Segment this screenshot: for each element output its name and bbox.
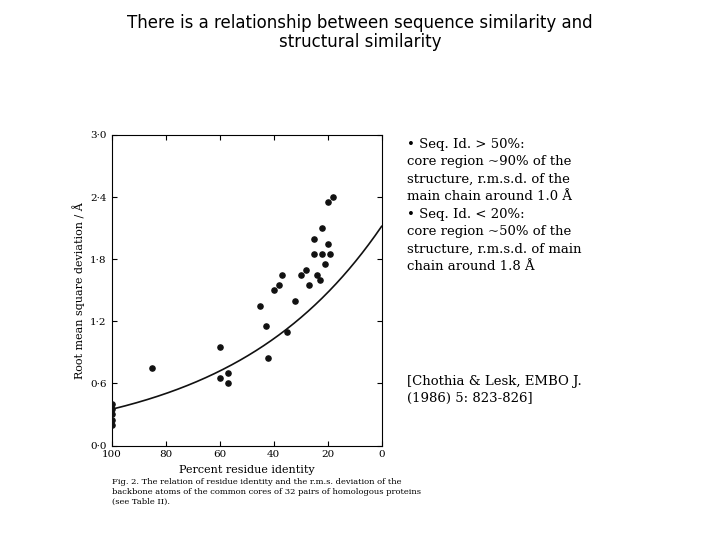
Point: [319, 260, 330, 269]
Point: [327, 193, 339, 201]
Point: [106, 405, 117, 414]
Point: [303, 281, 315, 289]
Point: [222, 379, 233, 388]
Point: [322, 239, 333, 248]
Point: [308, 249, 320, 258]
Point: [317, 249, 328, 258]
Point: [214, 374, 225, 382]
Point: [308, 234, 320, 243]
Point: [214, 343, 225, 352]
Point: [274, 281, 285, 289]
Point: [106, 415, 117, 424]
Point: [317, 224, 328, 232]
Point: [282, 327, 293, 336]
X-axis label: Percent residue identity: Percent residue identity: [179, 465, 315, 475]
Point: [106, 400, 117, 408]
Point: [260, 322, 271, 331]
Point: [295, 271, 307, 279]
Text: There is a relationship between sequence similarity and: There is a relationship between sequence…: [127, 14, 593, 31]
Point: [222, 369, 233, 377]
Y-axis label: Root mean square deviation / Å: Root mean square deviation / Å: [72, 202, 85, 379]
Point: [254, 301, 266, 310]
Point: [263, 353, 274, 362]
Point: [314, 275, 325, 284]
Point: [106, 410, 117, 419]
Text: • Seq. Id. > 50%:
core region ~90% of the
structure, r.m.s.d. of the
main chain : • Seq. Id. > 50%: core region ~90% of th…: [407, 138, 581, 273]
Point: [325, 249, 336, 258]
Point: [289, 296, 301, 305]
Point: [106, 421, 117, 429]
Text: structural similarity: structural similarity: [279, 33, 441, 51]
Text: Fig. 2. The relation of residue identity and the r.m.s. deviation of the
backbon: Fig. 2. The relation of residue identity…: [112, 478, 420, 506]
Point: [146, 363, 158, 372]
Point: [322, 198, 333, 207]
Point: [268, 286, 279, 295]
Text: [Chothia & Lesk, EMBO J.
(1986) 5: 823-826]: [Chothia & Lesk, EMBO J. (1986) 5: 823-8…: [407, 375, 582, 406]
Point: [276, 271, 287, 279]
Point: [311, 271, 323, 279]
Point: [300, 265, 312, 274]
